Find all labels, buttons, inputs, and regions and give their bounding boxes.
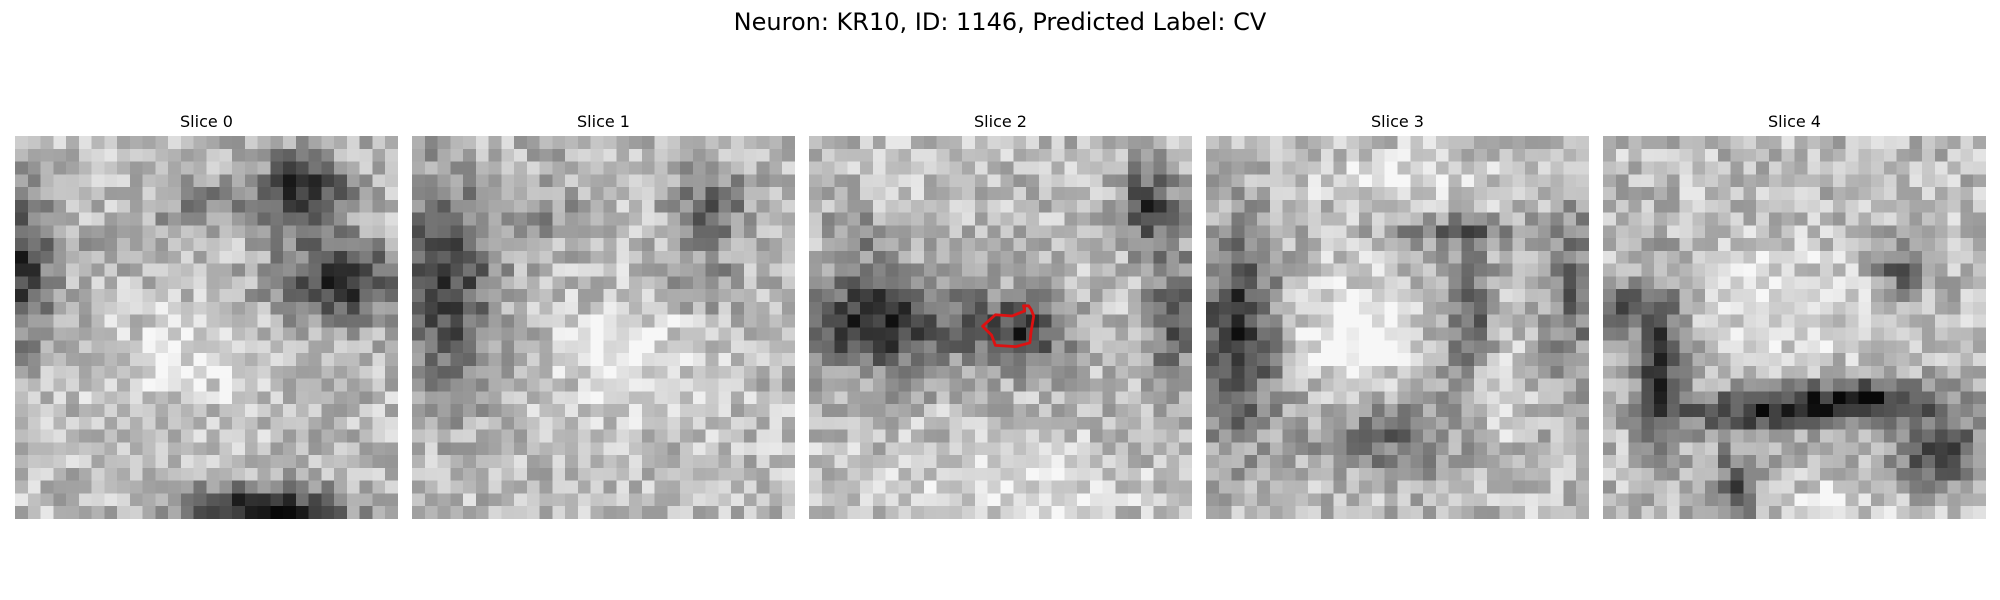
slice-image [1603, 136, 1986, 519]
slice-image [1206, 136, 1589, 519]
slice-panel-1: Slice 1 [412, 108, 795, 519]
slice-image [412, 136, 795, 519]
slice-title: Slice 2 [974, 112, 1027, 131]
slice-panel-0: Slice 0 [15, 108, 398, 519]
slice-image [15, 136, 398, 519]
slice-title: Slice 4 [1768, 112, 1821, 131]
slice-panel-3: Slice 3 [1206, 108, 1589, 519]
slice-title: Slice 1 [577, 112, 630, 131]
figure-title: Neuron: KR10, ID: 1146, Predicted Label:… [733, 8, 1267, 36]
pixel-grid [1206, 136, 1589, 519]
pixel-grid [15, 136, 398, 519]
pixel-grid [809, 136, 1192, 519]
slice-title: Slice 0 [180, 112, 233, 131]
slice-panel-2: Slice 2 [809, 108, 1192, 519]
segmentation-contour [981, 304, 1036, 349]
slice-panel-4: Slice 4 [1603, 108, 1986, 519]
slice-title: Slice 3 [1371, 112, 1424, 131]
pixel-grid [1603, 136, 1986, 519]
slice-image [809, 136, 1192, 519]
pixel-grid [412, 136, 795, 519]
